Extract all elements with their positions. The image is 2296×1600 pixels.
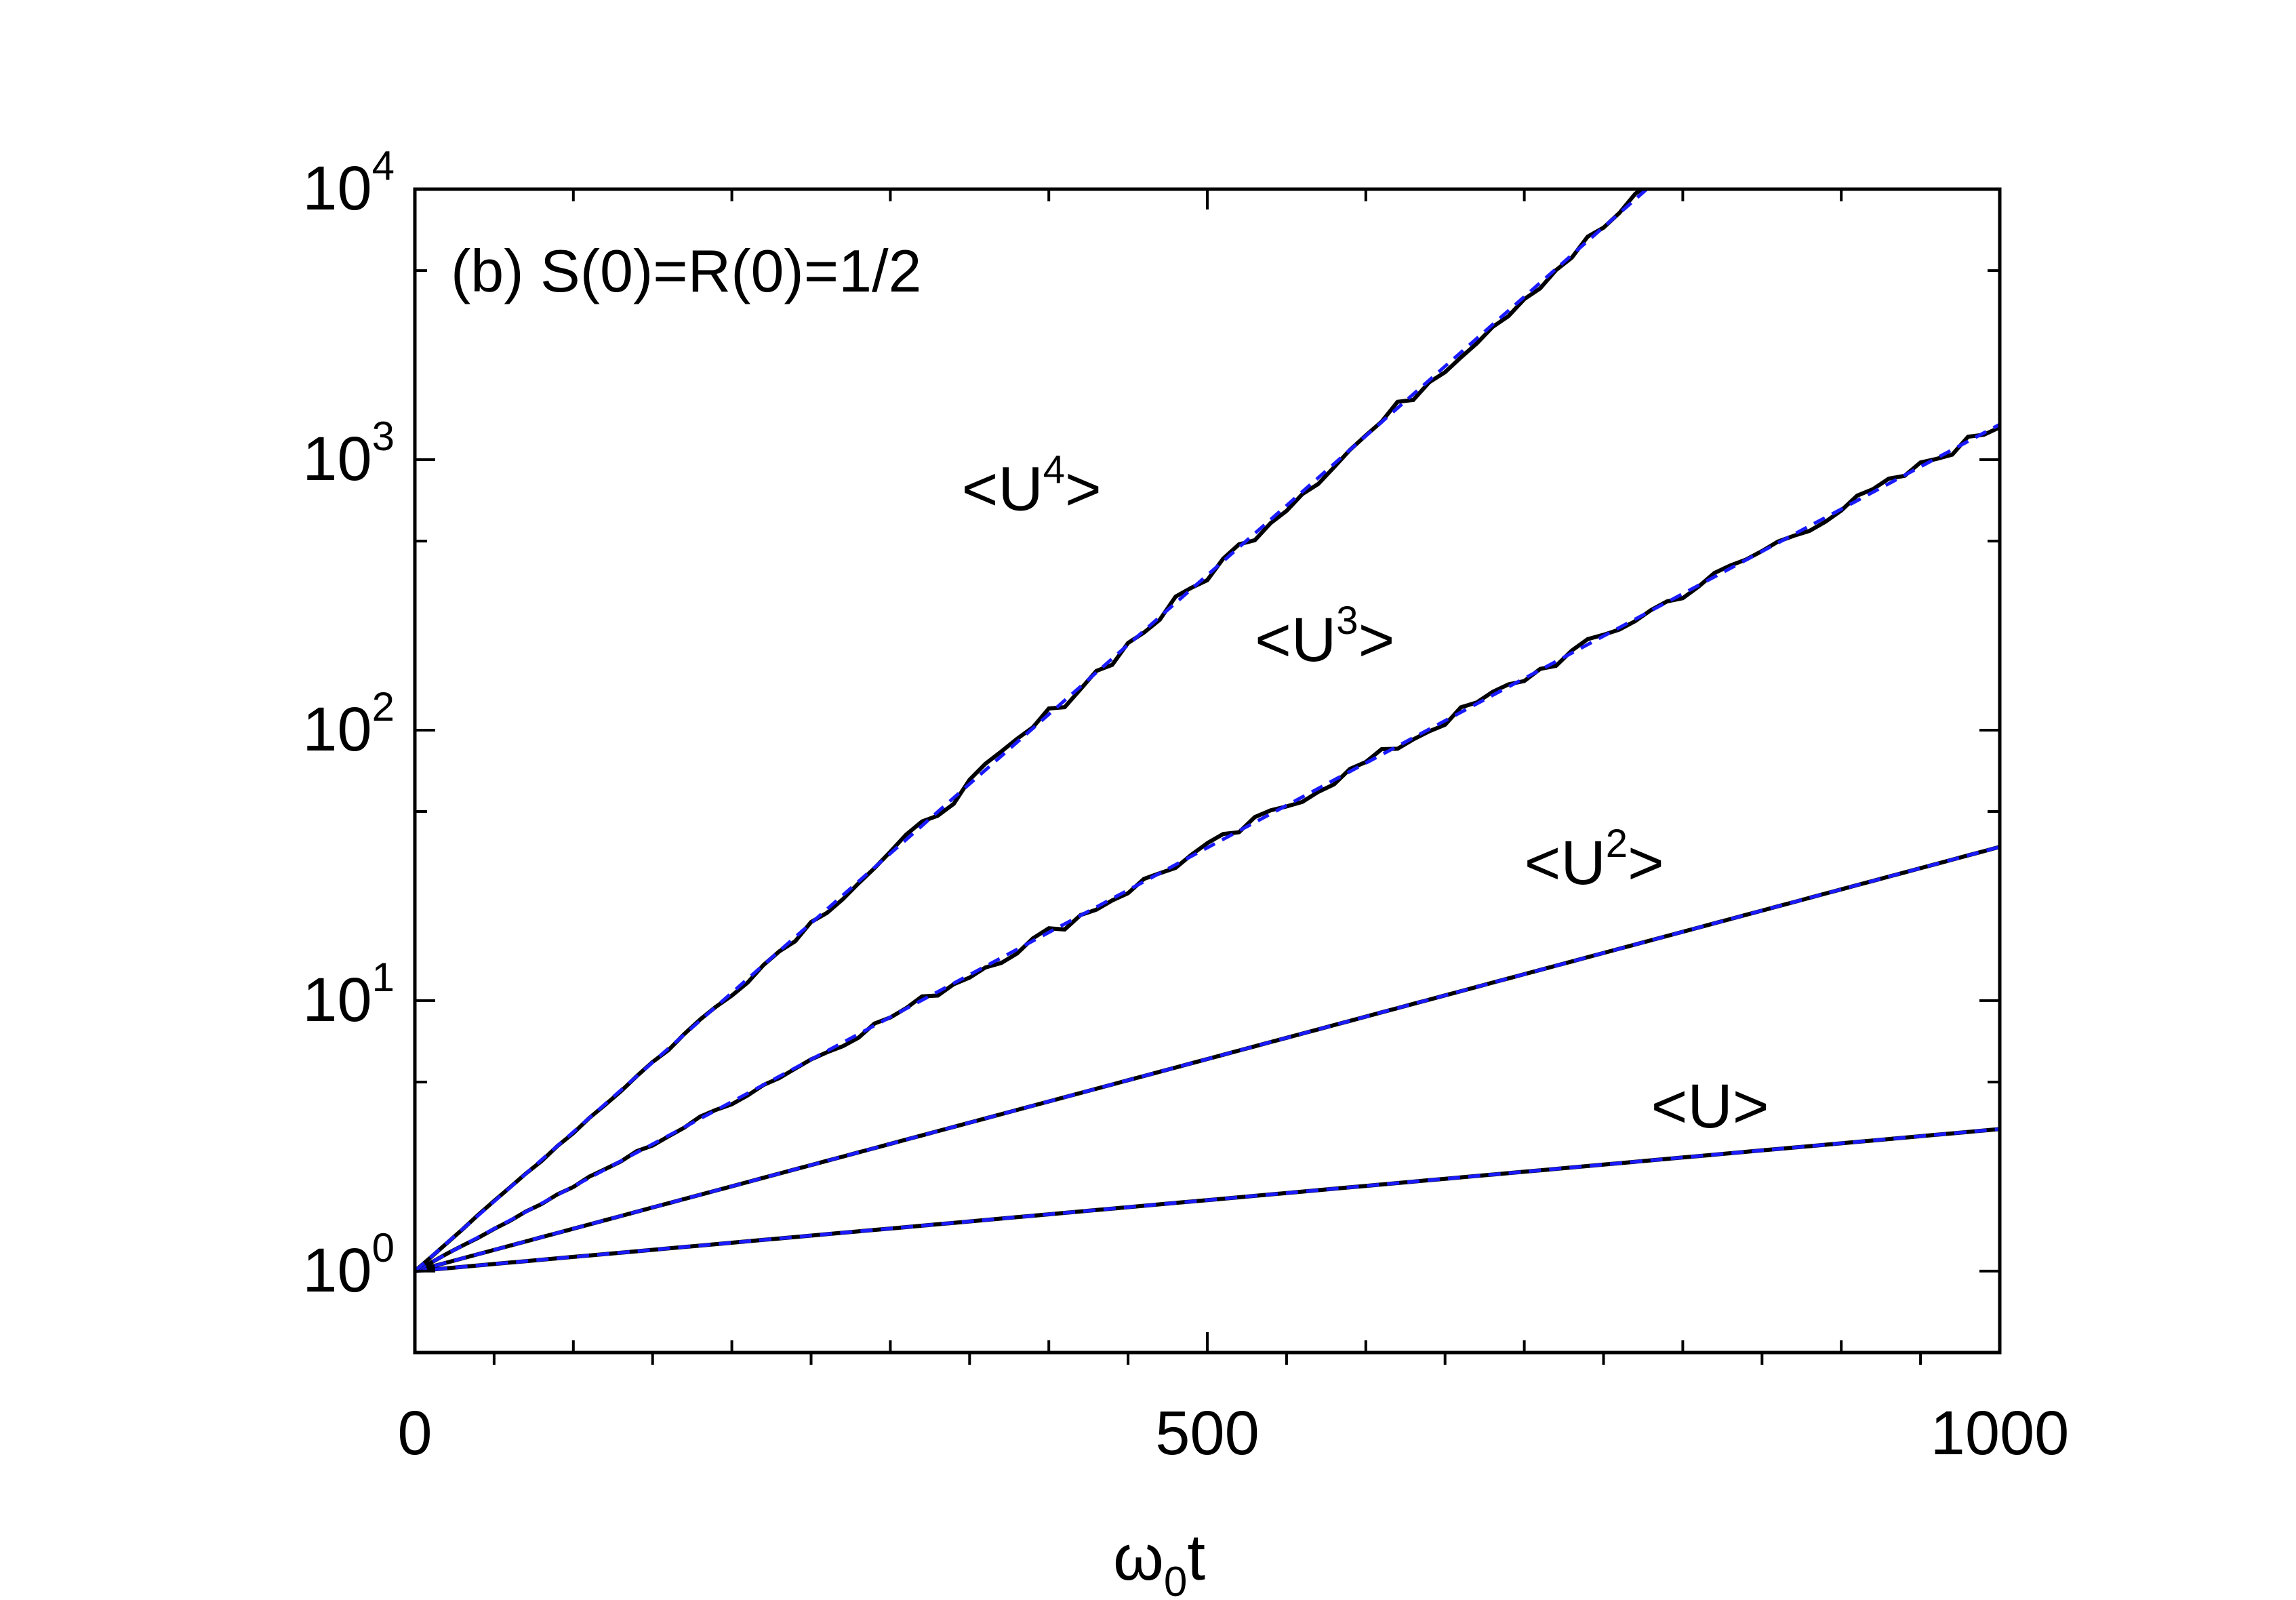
series-layer [415,189,2000,1273]
y-tick-base: 10 [302,695,371,764]
x-axis-label-symbol: ω [1113,1521,1164,1594]
y-tick-label: 102 [302,684,395,764]
series-label-close: > [1733,1072,1769,1141]
y-tick-exponent: 1 [372,955,395,1000]
y-tick-label: 100 [302,1225,395,1305]
series-fit-4 [415,189,1650,1273]
y-tick-label: 103 [302,414,395,494]
chart-annotation: (b) S(0)=R(0)=1/2 [451,237,921,304]
y-tick-exponent: 0 [372,1225,395,1271]
series-label-3: <U3> [1255,599,1394,675]
series-line-3 [415,425,2000,1273]
y-tick-base: 10 [302,1236,371,1305]
series-label-exponent: 4 [1043,448,1065,492]
ticks-layer [414,188,2001,1365]
x-tick-label: 0 [397,1399,432,1468]
series-fit-1 [415,1127,2000,1273]
x-tick-label: 1000 [1931,1399,2070,1468]
series-label-text: <U [1255,605,1336,675]
series-label-1: <U> [1651,1072,1769,1141]
y-tick-exponent: 3 [372,414,395,459]
series-fit-2 [415,845,2000,1273]
series-label-text: <U [1525,828,1606,898]
y-tick-base: 10 [302,965,371,1035]
y-tick-label: 104 [302,143,395,223]
series-label-close: > [1628,828,1664,898]
x-axis-label-subscript: 0 [1164,1559,1187,1600]
series-label-4: <U4> [962,448,1102,524]
x-axis-label-suffix: t [1187,1521,1205,1594]
series-label-text: <U [1651,1072,1733,1141]
series-label-close: > [1065,455,1102,524]
series-label-close: > [1358,605,1395,675]
y-tick-exponent: 2 [372,684,395,729]
x-tick-label: 500 [1155,1399,1260,1468]
series-label-exponent: 3 [1336,599,1358,643]
series-label-text: <U [962,455,1043,524]
series-label-2: <U2> [1525,822,1664,898]
y-tick-base: 10 [302,154,371,223]
y-tick-label: 101 [302,955,395,1035]
series-fit-3 [415,422,2000,1273]
x-axis-label: ω0t [1113,1521,1205,1600]
y-tick-exponent: 4 [372,143,395,188]
plot-frame [413,187,2002,1355]
y-tick-base: 10 [302,424,371,494]
series-label-exponent: 2 [1606,822,1628,866]
